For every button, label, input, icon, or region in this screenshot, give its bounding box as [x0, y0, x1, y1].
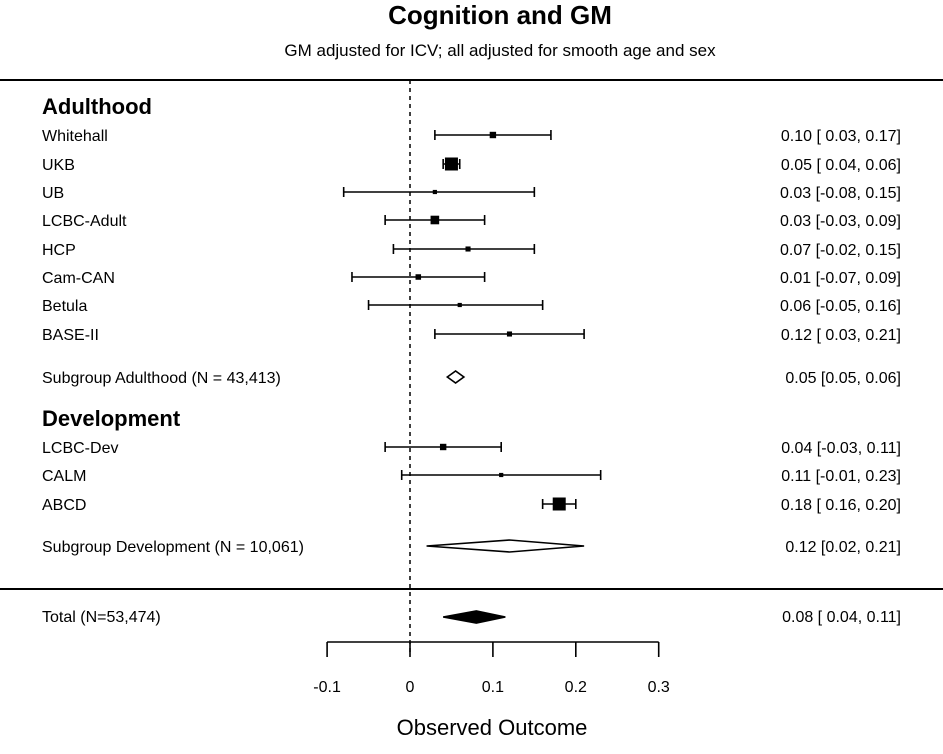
chart-subtitle: GM adjusted for ICV; all adjusted for sm… [284, 41, 716, 60]
study-estimate-calm: 0.11 [-0.01, 0.23] [781, 468, 901, 485]
study-estimate-lcbc-dev: 0.04 [-0.03, 0.11] [781, 440, 901, 457]
chart-marks: Whitehall 0.10 [ 0.03, 0.17] UKB 0.05 [ 0.0… [42, 128, 901, 696]
point-estimate-base-ii [506, 331, 513, 337]
subgroup-estimate-adulthood: 0.05 [0.05, 0.06] [785, 370, 901, 387]
point-estimate-betula [457, 302, 462, 308]
subgroup-label-development: Subgroup Development (N = 10,061) [42, 539, 304, 556]
point-estimate-whitehall [489, 131, 497, 139]
x-tick-label: 0.2 [565, 679, 587, 696]
study-estimate-abcd: 0.18 [ 0.16, 0.20] [781, 497, 901, 514]
chart-title: Cognition and GM [388, 0, 612, 30]
subgroup-diamond-adulthood [445, 370, 466, 384]
x-tick-label: 0.3 [648, 679, 670, 696]
study-estimate-ub: 0.03 [-0.08, 0.15] [780, 185, 901, 202]
study-estimate-base-ii: 0.12 [ 0.03, 0.21] [781, 327, 901, 344]
point-estimate-cam-can [415, 274, 422, 280]
point-estimate-lcbc-dev [439, 443, 447, 451]
subgroup-diamond-development [426, 539, 585, 553]
study-label-ukb: UKB [42, 157, 75, 174]
study-label-cam-can: Cam-CAN [42, 270, 115, 287]
total-label: Total (N=53,474) [42, 609, 161, 626]
study-label-ub: UB [42, 185, 64, 202]
study-label-betula: Betula [42, 298, 87, 315]
x-tick-label: 0 [406, 679, 415, 696]
study-estimate-betula: 0.06 [-0.05, 0.16] [780, 298, 901, 315]
group-heading-adulthood: Adulthood [42, 94, 152, 119]
total-diamond [443, 610, 506, 624]
point-estimate-ub [432, 189, 437, 195]
study-estimate-cam-can: 0.01 [-0.07, 0.09] [780, 270, 901, 287]
study-label-lcbc-adult: LCBC-Adult [42, 213, 127, 230]
point-estimate-abcd [552, 497, 566, 511]
point-estimate-hcp [465, 246, 471, 252]
subgroup-estimate-development: 0.12 [0.02, 0.21] [785, 539, 901, 556]
study-estimate-hcp: 0.07 [-0.02, 0.15] [780, 242, 901, 259]
study-label-lcbc-dev: LCBC-Dev [42, 440, 118, 457]
group-heading-development: Development [42, 406, 181, 431]
study-label-hcp: HCP [42, 242, 76, 259]
study-estimate-whitehall: 0.10 [ 0.03, 0.17] [781, 128, 901, 145]
subgroup-label-adulthood: Subgroup Adulthood (N = 43,413) [42, 370, 281, 387]
point-estimate-calm [499, 472, 504, 478]
study-label-abcd: ABCD [42, 497, 86, 514]
study-estimate-lcbc-adult: 0.03 [-0.03, 0.09] [780, 213, 901, 230]
x-tick-label: 0.1 [482, 679, 504, 696]
study-label-calm: CALM [42, 468, 86, 485]
x-axis-label: Observed Outcome [397, 715, 588, 740]
x-tick-label: -0.1 [313, 679, 341, 696]
point-estimate-lcbc-adult [430, 215, 440, 225]
study-label-whitehall: Whitehall [42, 128, 108, 145]
study-estimate-ukb: 0.05 [ 0.04, 0.06] [781, 157, 901, 174]
point-estimate-ukb [444, 157, 458, 171]
study-label-base-ii: BASE-II [42, 327, 99, 344]
total-estimate: 0.08 [ 0.04, 0.11] [782, 609, 901, 626]
